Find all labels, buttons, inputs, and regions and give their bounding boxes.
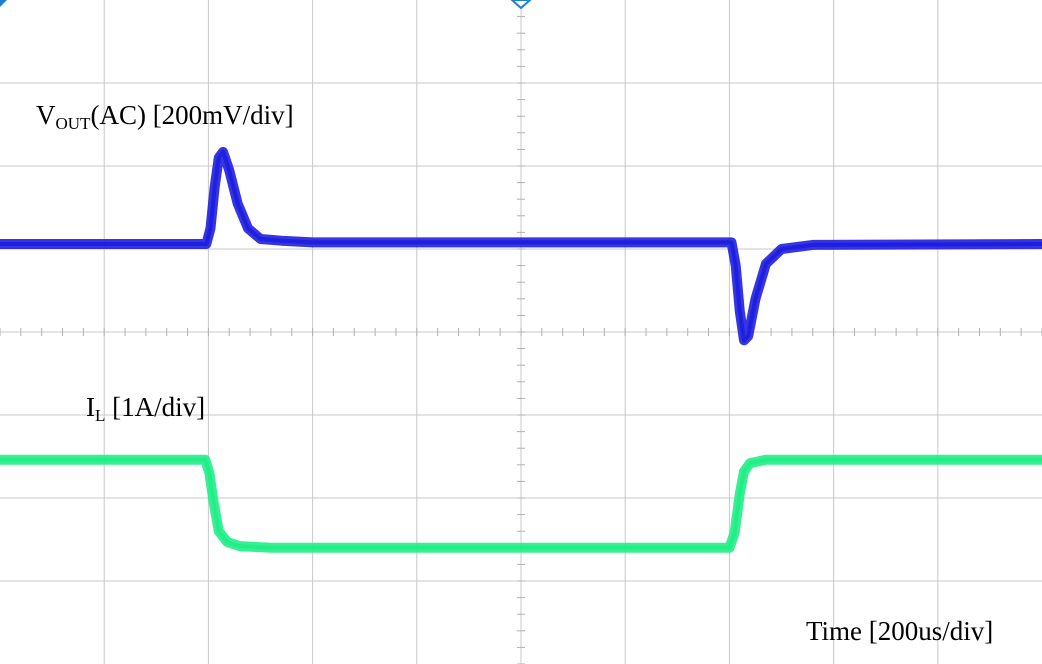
time-scale-label: Time [200us/div] [806,616,994,646]
trigger-position-marker [510,0,532,10]
vout-label-subscript: OUT [55,114,91,133]
vout-label-scale: (AC) [200mV/div] [90,100,294,130]
corner-marker [0,0,7,7]
il-trace-label: IL [1A/div] [86,392,206,425]
il-label-main: I [86,392,95,422]
vout-trace-label: VOUT(AC) [200mV/div] [36,100,294,133]
il-label-subscript: L [95,406,106,425]
vout-label-main: V [36,100,56,130]
waveform-traces [0,146,1042,553]
trace-1-line [0,457,1042,550]
il-label-scale: [1A/div] [105,392,206,422]
trace-0-line [0,149,1042,343]
